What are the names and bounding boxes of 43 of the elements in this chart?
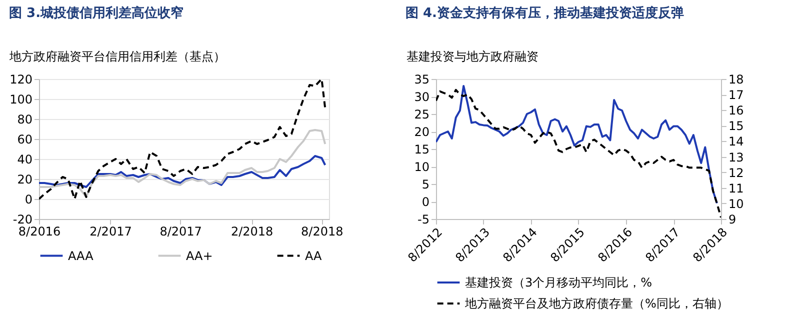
- legend-label: AAA: [68, 248, 94, 263]
- x-tick-label: 8/2017: [160, 224, 202, 238]
- y-tick-label: 10: [414, 160, 430, 174]
- y-tick-label: 60: [17, 132, 32, 146]
- y2-tick-label: 14: [728, 134, 744, 149]
- y-tick-label: 25: [414, 108, 430, 122]
- chart-title: 图 4.资金支持有保有压，推动基建投资适度反弹: [405, 5, 684, 21]
- y2-tick-label: 10: [728, 196, 744, 211]
- chart-title: 图 3.城投债信用利差高位收窄: [9, 5, 184, 21]
- legend-label: AA+: [186, 248, 213, 263]
- y-tick-label: 35: [414, 72, 430, 86]
- y-tick-label: -5: [418, 212, 430, 226]
- x-tick-label: 8/2016: [18, 224, 61, 238]
- y2-tick-label: 9: [728, 212, 736, 226]
- line-series: [39, 155, 326, 188]
- y-tick-label: 0: [422, 195, 430, 209]
- y-tick-label: 0: [24, 192, 32, 206]
- x-tick-label: 2/2018: [230, 224, 274, 238]
- y-axis-title: 地方政府融资平台信用信用利差（基点）: [8, 50, 226, 64]
- legend-label: AA: [305, 248, 323, 263]
- y2-tick-label: 15: [728, 119, 744, 134]
- y-tick-label: 20: [414, 125, 430, 139]
- line-series: [39, 79, 326, 200]
- y2-tick-label: 13: [728, 150, 744, 164]
- x-tick-label: 2/2017: [90, 224, 132, 238]
- y2-tick-label: 16: [728, 104, 744, 118]
- y-tick-label: 40: [17, 152, 32, 166]
- y-tick-label: 120: [10, 72, 32, 86]
- legend-label: 地方融资平台及地方政府债存量（%同比，右轴）: [464, 296, 728, 310]
- y2-tick-label: 11: [728, 181, 744, 196]
- x-tick-label: 8/2018: [301, 224, 344, 238]
- y-tick-label: 15: [414, 142, 430, 156]
- legend-label: 基建投资（3个月移动平均同比，%: [465, 276, 652, 290]
- y2-tick-label: 12: [728, 166, 744, 180]
- y2-tick-label: 18: [728, 72, 744, 86]
- y-tick-label: 80: [17, 112, 32, 126]
- y-tick-label: 100: [10, 92, 32, 106]
- y-axis-title: 基建投资与地方政府融资: [406, 50, 538, 64]
- y-tick-label: -20: [12, 212, 32, 226]
- y-tick-label: 30: [414, 90, 430, 104]
- y-tick-label: 20: [17, 172, 32, 186]
- y-tick-label: 5: [422, 178, 430, 192]
- y2-tick-label: 17: [728, 88, 744, 102]
